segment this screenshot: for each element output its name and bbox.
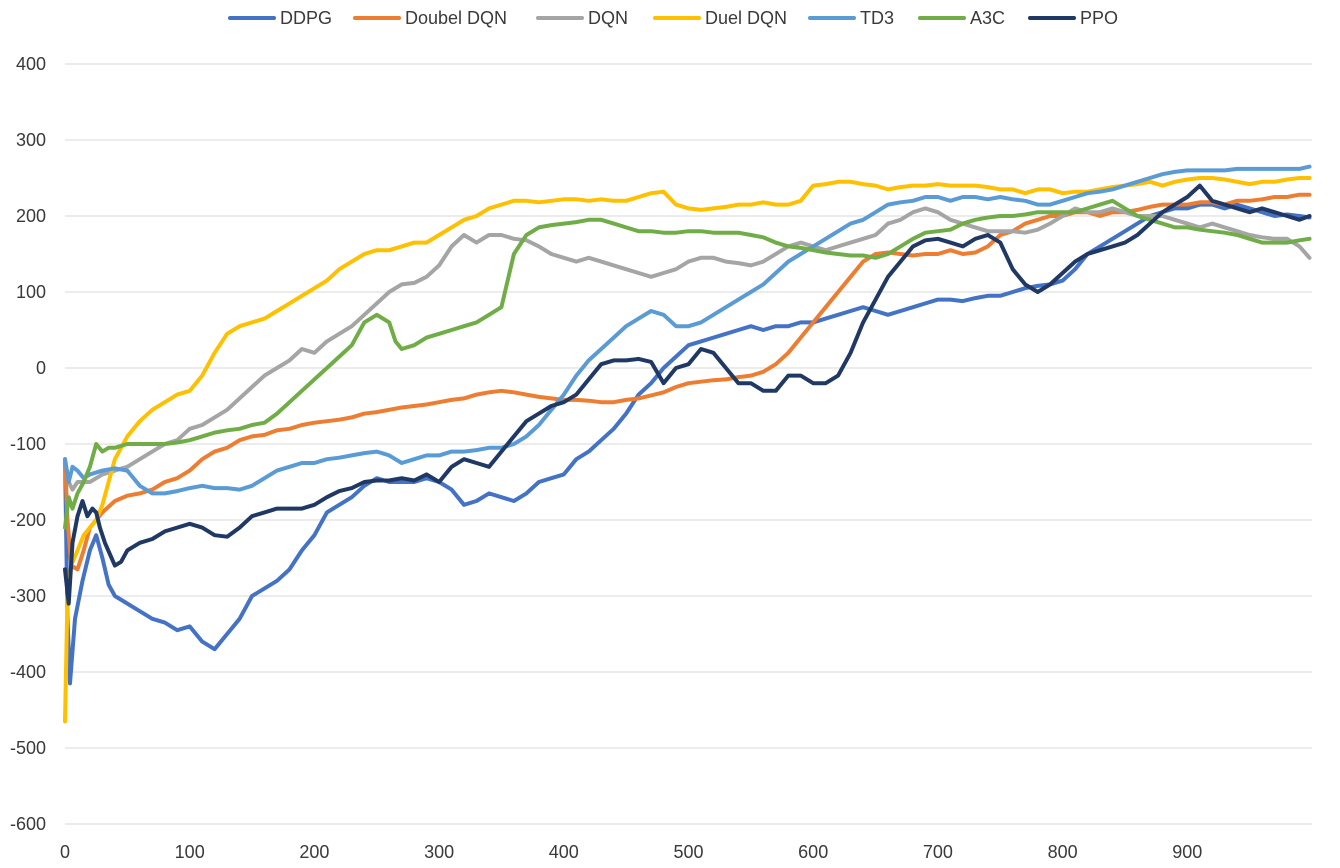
y-tick-label: -300 <box>10 586 46 606</box>
legend-label: A3C <box>970 8 1005 28</box>
x-tick-label: 600 <box>798 842 828 862</box>
legend-item-dqn: DQN <box>536 8 628 28</box>
series-line-duel-dqn <box>63 176 1312 724</box>
legend-label: DQN <box>588 8 628 28</box>
legend-item-a3c: A3C <box>918 8 1005 28</box>
series-lines <box>63 164 1312 724</box>
x-tick-label: 0 <box>60 842 70 862</box>
series-line-ppo <box>63 183 1312 606</box>
y-tick-label: -200 <box>10 510 46 530</box>
legend-label: Doubel DQN <box>405 8 507 28</box>
x-tick-label: 100 <box>175 842 205 862</box>
y-tick-label: -100 <box>10 434 46 454</box>
series-line-a3c <box>63 198 1312 530</box>
legend-label: TD3 <box>860 8 894 28</box>
x-tick-label: 800 <box>1048 842 1078 862</box>
x-tick-label: 400 <box>549 842 579 862</box>
x-tick-label: 700 <box>923 842 953 862</box>
x-tick-label: 500 <box>673 842 703 862</box>
x-axis-tick-labels: 0 100 200 300 400 500 600 700 800 900 <box>60 842 1202 862</box>
x-tick-label: 200 <box>299 842 329 862</box>
legend-label: PPO <box>1080 8 1118 28</box>
y-axis-tick-labels: -600 -500 -400 -300 -200 -100 0 100 200 300 400 <box>10 54 46 834</box>
x-tick-label: 300 <box>424 842 454 862</box>
y-tick-label: 400 <box>16 54 46 74</box>
y-tick-label: 100 <box>16 282 46 302</box>
series-line-td3 <box>63 164 1312 496</box>
legend-item-ddpg: DDPG <box>228 8 332 28</box>
x-tick-label: 900 <box>1172 842 1202 862</box>
grid-lines <box>65 63 1312 825</box>
series-line-doubel-dqn <box>63 192 1312 572</box>
y-tick-label: -400 <box>10 662 46 682</box>
legend-item-ppo: PPO <box>1028 8 1118 28</box>
y-tick-label: 300 <box>16 130 46 150</box>
legend-label: Duel DQN <box>705 8 787 28</box>
y-tick-label: 200 <box>16 206 46 226</box>
y-tick-label: -600 <box>10 814 46 834</box>
legend-label: DDPG <box>280 8 332 28</box>
legend-item-td3: TD3 <box>808 8 894 28</box>
legend: DDPG Doubel DQN DQN Duel DQN TD3 A3C PPO <box>228 8 1118 28</box>
y-tick-label: 0 <box>36 358 46 378</box>
legend-item-duel-dqn: Duel DQN <box>653 8 787 28</box>
series-line-dqn <box>63 206 1312 492</box>
y-tick-label: -500 <box>10 738 46 758</box>
legend-item-doubel-dqn: Doubel DQN <box>353 8 507 28</box>
